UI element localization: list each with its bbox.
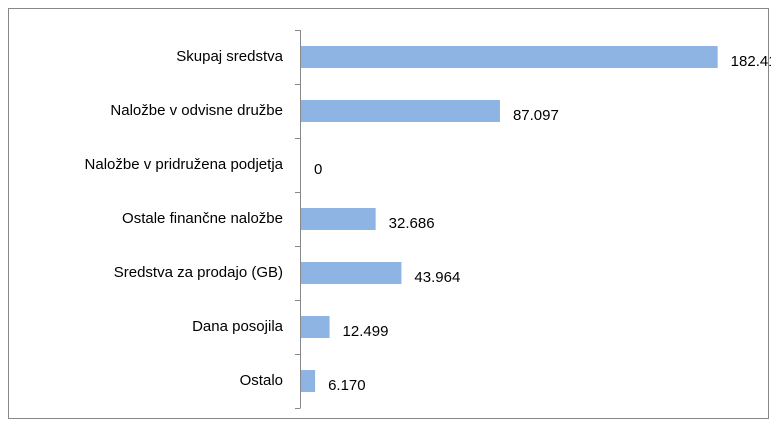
value-label: 0	[314, 161, 322, 178]
value-label: 182.416	[731, 53, 771, 70]
y-tick-label: Sredstva za prodajo (GB)	[114, 264, 283, 281]
value-label: 43.964	[414, 269, 460, 286]
y-tick-label: Skupaj sredstva	[176, 48, 283, 65]
chart-frame	[8, 8, 769, 419]
y-tick-label: Ostalo	[240, 372, 283, 389]
bar	[301, 370, 316, 392]
y-tick-label: Naložbe v odvisne družbe	[110, 102, 283, 119]
bar	[301, 262, 402, 284]
y-tick-label: Naložbe v pridružena podjetja	[85, 156, 284, 173]
value-label: 32.686	[389, 215, 435, 232]
y-tick-label: Ostale finančne naložbe	[122, 210, 283, 227]
y-tick-label: Dana posojila	[192, 318, 284, 335]
bar	[301, 208, 376, 230]
bar	[301, 46, 718, 68]
value-label: 6.170	[328, 377, 366, 394]
bar	[301, 316, 330, 338]
bar	[301, 100, 500, 122]
value-label: 12.499	[343, 323, 389, 340]
value-label: 87.097	[513, 107, 559, 124]
